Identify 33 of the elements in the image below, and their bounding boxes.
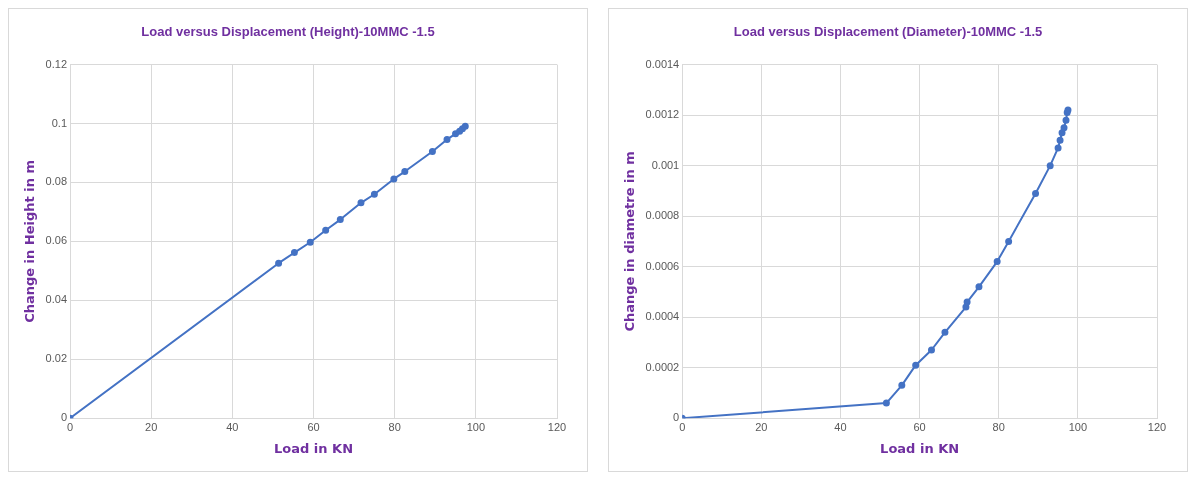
y-tick-label: 0.12	[45, 57, 68, 70]
x-tick-label: 120	[1147, 420, 1167, 433]
x-tick-label: 80	[992, 420, 1005, 433]
y-tick-label: 0.0004	[645, 310, 680, 323]
y-tick-label: 0.0006	[645, 259, 680, 272]
x-axis-title: Load in KN	[274, 440, 354, 456]
y-tick-label: 0.04	[45, 293, 68, 306]
x-tick-label: 60	[307, 420, 320, 433]
x-tick-label: 100	[466, 420, 486, 433]
x-tick-label: 80	[388, 420, 401, 433]
y-tick-label: 0.08	[45, 175, 68, 188]
y-axis-title: Change in diametre in m	[622, 151, 638, 332]
y-tick-label: 0.0012	[645, 108, 680, 121]
x-tick-label: 60	[913, 420, 926, 433]
chart-title: Load versus Displacement (Height)-10MMC -1.5	[141, 24, 435, 40]
y-tick-label: 0.0008	[645, 209, 680, 222]
x-axis-title: Load in KN	[880, 440, 960, 456]
x-tick-label: 100	[1068, 420, 1088, 433]
chart-title: Load versus Displacement (Diameter)-10MMC -1.5	[733, 24, 1043, 40]
x-tick-label: 120	[547, 420, 567, 433]
y-tick-label: 0	[60, 411, 68, 424]
x-tick-label: 40	[226, 420, 239, 433]
y-tick-label: 0.1	[51, 116, 68, 129]
y-tick-label: 0.02	[45, 352, 68, 365]
y-tick-label: 0.0002	[645, 360, 680, 373]
y-axis-title: Change in Height in m	[22, 159, 38, 323]
y-tick-label: 0.06	[45, 234, 68, 247]
y-tick-label: 0.0014	[645, 57, 680, 70]
y-tick-label: 0	[673, 411, 680, 424]
x-tick-label: 40	[834, 420, 847, 433]
x-tick-label: 20	[755, 420, 768, 433]
x-tick-label: 20	[145, 420, 158, 433]
y-tick-label: 0.001	[651, 158, 680, 171]
